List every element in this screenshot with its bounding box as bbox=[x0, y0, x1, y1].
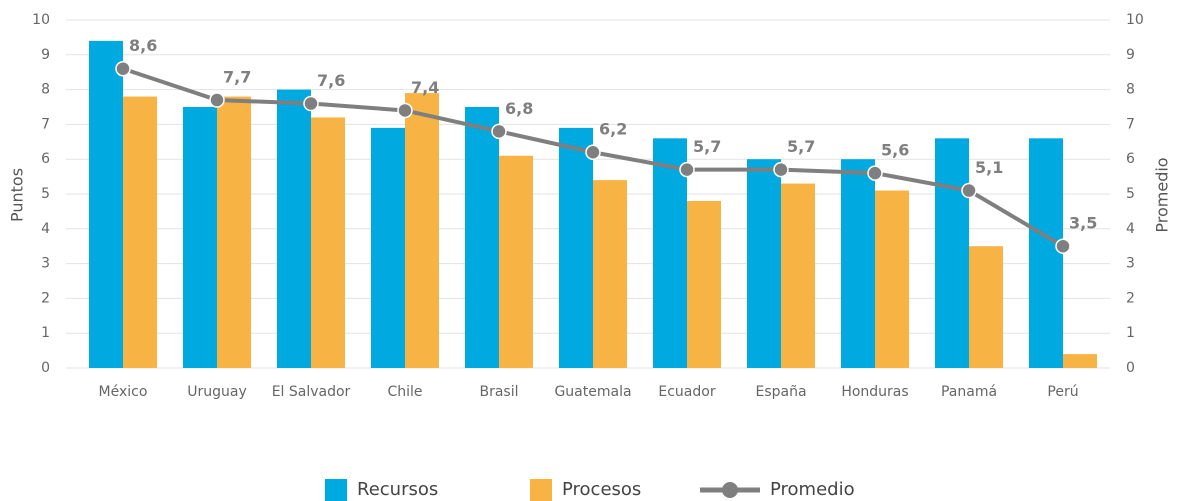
data-label: 3,5 bbox=[1069, 214, 1097, 233]
legend-swatch bbox=[325, 479, 347, 501]
y-tick-label: 10 bbox=[32, 12, 50, 28]
average-point bbox=[679, 161, 695, 178]
bar bbox=[781, 183, 815, 368]
bar bbox=[277, 89, 311, 368]
y-tick-label: 0 bbox=[41, 360, 50, 376]
bar bbox=[123, 96, 157, 368]
y-tick-label: 5 bbox=[41, 186, 50, 202]
y-tick-label: 1 bbox=[41, 325, 50, 341]
x-tick-label: Honduras bbox=[841, 384, 908, 400]
y2-tick-label: 1 bbox=[1126, 325, 1135, 341]
y2-tick-label: 7 bbox=[1126, 116, 1135, 132]
average-point bbox=[491, 123, 507, 140]
y2-tick-label: 10 bbox=[1126, 12, 1144, 28]
data-label: 6,8 bbox=[505, 99, 533, 118]
bar bbox=[935, 138, 969, 368]
bar bbox=[969, 246, 1003, 368]
y2-tick-label: 0 bbox=[1126, 360, 1135, 376]
average-point bbox=[961, 182, 977, 199]
y-tick-label: 6 bbox=[41, 151, 50, 167]
x-tick-label: Brasil bbox=[479, 384, 518, 400]
y2-tick-label: 5 bbox=[1126, 186, 1135, 202]
legend-label: Recursos bbox=[357, 479, 438, 500]
x-tick-label: Guatemala bbox=[554, 384, 631, 400]
bar bbox=[217, 96, 251, 368]
legend-label: Promedio bbox=[770, 479, 855, 500]
y2-axis-label: Promedio bbox=[1153, 157, 1172, 232]
data-label: 7,6 bbox=[317, 71, 345, 90]
average-point bbox=[115, 60, 131, 77]
average-point bbox=[585, 144, 601, 160]
bar bbox=[183, 107, 217, 368]
x-tick-label: Chile bbox=[387, 384, 422, 400]
x-tick-label: El Salvador bbox=[272, 384, 351, 400]
data-label: 5,7 bbox=[787, 137, 815, 156]
x-tick-label: Panamá bbox=[941, 384, 997, 400]
y-tick-label: 3 bbox=[41, 256, 50, 272]
y2-tick-label: 6 bbox=[1126, 151, 1135, 167]
data-label: 5,1 bbox=[975, 158, 1003, 177]
legend-swatch bbox=[722, 482, 738, 498]
data-label: 5,7 bbox=[693, 137, 721, 156]
y-tick-label: 9 bbox=[41, 47, 50, 63]
x-tick-label: Perú bbox=[1047, 384, 1078, 400]
y2-tick-label: 2 bbox=[1126, 290, 1135, 306]
average-point bbox=[303, 95, 319, 112]
data-label: 7,4 bbox=[411, 78, 439, 97]
legend-label: Procesos bbox=[562, 479, 641, 500]
x-tick-label: Ecuador bbox=[658, 384, 715, 400]
bar bbox=[1063, 354, 1097, 368]
average-point bbox=[397, 102, 413, 119]
bar bbox=[687, 200, 721, 368]
average-point bbox=[867, 165, 883, 181]
y-tick-label: 4 bbox=[41, 221, 50, 237]
bar bbox=[653, 138, 687, 368]
average-point bbox=[209, 92, 225, 108]
bar bbox=[593, 180, 627, 368]
data-label: 7,7 bbox=[223, 68, 251, 87]
bar bbox=[311, 117, 345, 368]
bar bbox=[371, 127, 405, 368]
bar bbox=[559, 127, 593, 368]
data-label: 5,6 bbox=[881, 141, 909, 160]
bar bbox=[405, 93, 439, 368]
bar bbox=[465, 107, 499, 368]
y-tick-label: 2 bbox=[41, 290, 50, 306]
x-tick-label: Uruguay bbox=[187, 384, 247, 400]
bar bbox=[875, 190, 909, 368]
y2-tick-label: 3 bbox=[1126, 256, 1135, 272]
x-tick-label: España bbox=[755, 384, 806, 400]
y2-tick-label: 9 bbox=[1126, 47, 1135, 63]
bar bbox=[89, 40, 123, 368]
y-tick-label: 8 bbox=[41, 82, 50, 98]
y-tick-label: 7 bbox=[41, 116, 50, 132]
bar bbox=[841, 159, 875, 368]
legend-swatch bbox=[530, 479, 552, 501]
bar bbox=[499, 155, 533, 368]
x-tick-label: México bbox=[99, 384, 148, 400]
average-point bbox=[773, 161, 789, 178]
bar bbox=[1029, 138, 1063, 368]
y2-tick-label: 8 bbox=[1126, 82, 1135, 98]
data-label: 6,2 bbox=[599, 120, 627, 139]
bar bbox=[747, 159, 781, 368]
data-label: 8,6 bbox=[129, 36, 157, 55]
y2-tick-label: 4 bbox=[1126, 221, 1135, 237]
average-point bbox=[1055, 238, 1071, 254]
y-axis-label: Puntos bbox=[8, 168, 27, 222]
